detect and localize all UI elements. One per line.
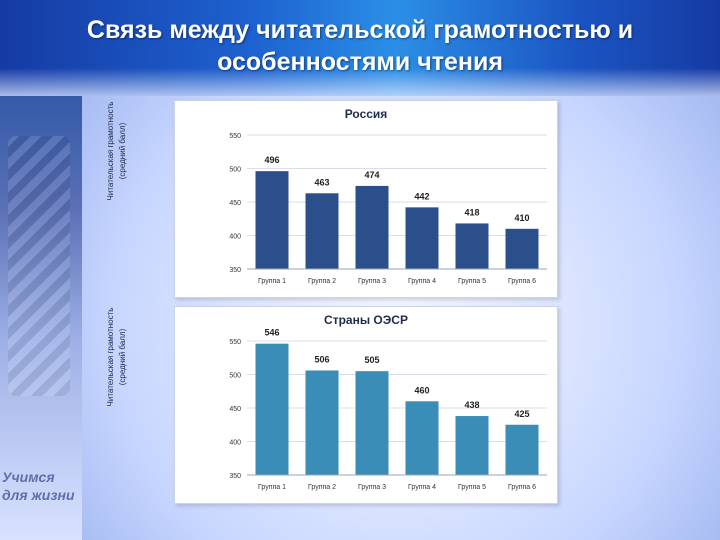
chart-title: Страны ОЭСР: [324, 313, 408, 327]
y-tick-label: 500: [229, 373, 241, 380]
chart-title: Россия: [344, 107, 388, 121]
bar: [455, 223, 489, 269]
data-label: 506: [314, 354, 329, 364]
x-tick-label: Группа 3: [358, 278, 386, 285]
data-label: 438: [464, 400, 479, 410]
title-band: [0, 0, 720, 96]
bar: [305, 193, 339, 269]
x-tick-label: Группа 6: [508, 484, 536, 491]
y-axis-label-line2: (средний балл): [118, 122, 127, 180]
y-tick-label: 350: [229, 267, 241, 274]
bar: [255, 171, 289, 269]
y-tick-label: 400: [229, 234, 241, 241]
y-tick-label: 450: [229, 200, 241, 207]
y-tick-label: 400: [229, 440, 241, 447]
y-tick-label: 550: [229, 133, 241, 140]
bar: [355, 185, 389, 269]
data-label: 546: [264, 328, 279, 338]
x-tick-label: Группа 4: [408, 484, 436, 491]
data-label: 410: [514, 213, 529, 223]
bar: [505, 228, 539, 269]
y-tick-label: 550: [229, 339, 241, 346]
bar: [405, 401, 439, 475]
x-tick-label: Группа 2: [308, 484, 336, 491]
data-label: 496: [264, 155, 279, 165]
y-axis-label-line2: (средний балл): [118, 328, 127, 386]
y-tick-label: 350: [229, 473, 241, 480]
slogan-line1: Учимся: [2, 469, 55, 485]
bar-chart-oecd: 350 400 450 500 550 546 Группа 1 506 Группа 2 505…: [229, 328, 547, 491]
x-tick-label: Группа 5: [458, 278, 486, 285]
x-tick-label: Группа 1: [258, 278, 286, 285]
x-tick-label: Группа 2: [308, 278, 336, 285]
y-axis-label-line1: Читательская грамотность: [106, 307, 115, 407]
bar: [455, 416, 489, 475]
y-tick-label: 450: [229, 406, 241, 413]
data-label: 418: [464, 207, 479, 217]
slogan: Учимся для жизни: [2, 468, 82, 504]
data-label: 460: [414, 385, 429, 395]
bar: [305, 370, 339, 475]
bar: [505, 424, 539, 475]
y-axis-label: Читательская грамотность (средний балл): [105, 257, 133, 457]
slide-title: Связь между читательской грамотностью и …: [20, 14, 700, 78]
x-tick-label: Группа 4: [408, 278, 436, 285]
x-tick-label: Группа 5: [458, 484, 486, 491]
data-label: 505: [364, 355, 379, 365]
y-tick-label: 500: [229, 167, 241, 174]
bar: [355, 371, 389, 475]
bar: [405, 207, 439, 269]
data-label: 425: [514, 409, 529, 419]
x-tick-label: Группа 6: [508, 278, 536, 285]
bar-chart-russia: 350 400 450 500 550 496 Группа 1 463 Группа 2 474…: [229, 133, 547, 285]
bar: [255, 343, 289, 475]
data-label: 474: [364, 170, 379, 180]
y-axis-label: Читательская грамотность (средний балл): [105, 51, 133, 251]
slogan-line2: для жизни: [2, 487, 75, 503]
data-label: 463: [314, 177, 329, 187]
slide-title-line1: Связь между читательской грамотностью и: [86, 16, 634, 44]
x-tick-label: Группа 3: [358, 484, 386, 491]
data-label: 442: [414, 191, 429, 201]
chart-russia: Россия Читательская грамотность (средний…: [106, 100, 558, 298]
slide-title-line2: особенностями чтения: [217, 48, 503, 76]
decorative-side-strip: [0, 96, 82, 540]
y-axis-label-line1: Читательская грамотность: [106, 101, 115, 201]
x-tick-label: Группа 1: [258, 484, 286, 491]
chart-oecd: Страны ОЭСР Читательская грамотность (ср…: [106, 306, 558, 504]
